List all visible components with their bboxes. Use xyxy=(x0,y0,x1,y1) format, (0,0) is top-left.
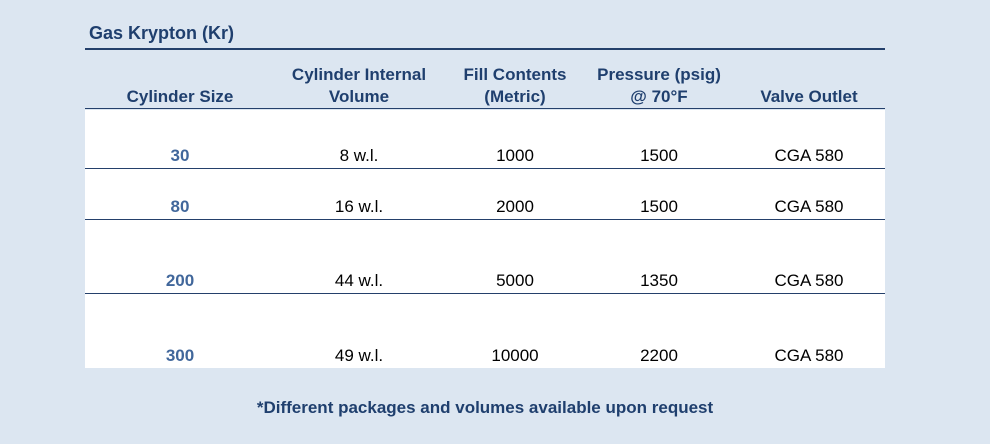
cell-volume: 16 w.l. xyxy=(334,197,384,216)
table-title: Gas Krypton (Kr) xyxy=(89,23,235,43)
cell-pressure: 1500 xyxy=(640,146,678,165)
cell-valve: CGA 580 xyxy=(774,346,844,365)
cell-fill: 2000 xyxy=(496,197,534,216)
cell-pressure: 2200 xyxy=(640,346,678,365)
header-divider xyxy=(85,108,885,109)
table-row: 200 44 w.l. 5000 1350 CGA 580 xyxy=(85,220,885,294)
cell-valve: CGA 580 xyxy=(774,146,844,165)
cell-size: 200 xyxy=(165,271,195,290)
table-row: 80 16 w.l. 2000 1500 CGA 580 xyxy=(85,169,885,220)
table-body: 30 8 w.l. 1000 1500 CGA 580 80 16 w.l. 2… xyxy=(85,110,885,368)
cell-volume: 49 w.l. xyxy=(334,346,384,365)
cell-fill: 5000 xyxy=(496,271,534,290)
cell-pressure: 1500 xyxy=(640,197,678,216)
cell-size: 300 xyxy=(165,346,195,365)
header-pressure: Pressure (psig) @ 70°F xyxy=(597,65,721,106)
header-internal-volume: Cylinder Internal Volume xyxy=(291,65,427,106)
table-row: 30 8 w.l. 1000 1500 CGA 580 xyxy=(85,110,885,169)
cell-fill: 1000 xyxy=(496,146,534,165)
header-fill-contents: Fill Contents (Metric) xyxy=(463,65,567,106)
header-cylinder-size: Cylinder Size xyxy=(126,87,234,106)
cell-fill: 10000 xyxy=(491,346,539,365)
header-valve-outlet: Valve Outlet xyxy=(760,87,858,106)
cell-valve: CGA 580 xyxy=(774,197,844,216)
cell-pressure: 1350 xyxy=(640,271,678,290)
cell-size: 80 xyxy=(170,197,190,216)
footnote: *Different packages and volumes availabl… xyxy=(256,398,714,417)
cell-volume: 44 w.l. xyxy=(334,271,384,290)
table-row: 300 49 w.l. 10000 2200 CGA 580 xyxy=(85,294,885,368)
cell-size: 30 xyxy=(170,146,190,165)
cell-volume: 8 w.l. xyxy=(339,146,379,165)
cell-valve: CGA 580 xyxy=(774,271,844,290)
title-divider xyxy=(85,48,885,50)
